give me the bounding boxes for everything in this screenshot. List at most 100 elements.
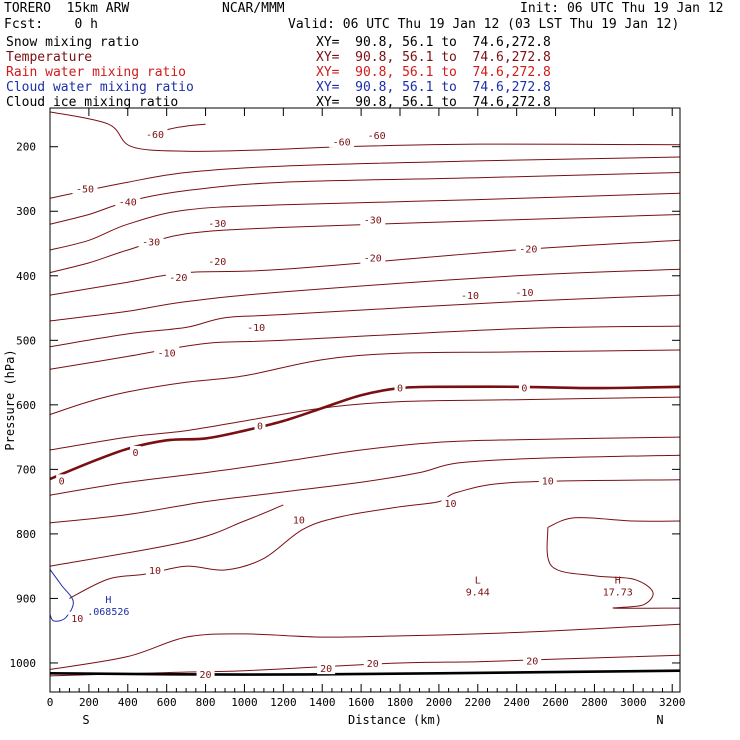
contour-label-5: -30	[208, 219, 226, 230]
contour-label-bg-24	[146, 564, 164, 577]
x-tick-label-1: 200	[79, 696, 99, 709]
contour-label-11: -20	[169, 273, 187, 284]
contour-label-bg-25	[68, 611, 87, 624]
contour-label-17: 0	[521, 383, 527, 394]
contour-label-7: -30	[142, 238, 160, 249]
x-tick-label-6: 1200	[270, 696, 297, 709]
legend-xy-rain: XY= 90.8, 56.1 to 74.6,272.8	[316, 65, 551, 80]
contour-label-bg-9	[360, 251, 386, 264]
y-tick-label-5: 700	[16, 463, 36, 476]
extremum-value-2: .068526	[87, 607, 129, 618]
contour-label-6: -30	[364, 216, 382, 227]
legend-xy-temperature: XY= 90.8, 56.1 to 74.6,272.8	[316, 50, 551, 65]
contour-label-16: 0	[397, 383, 403, 394]
contour-label-14: -10	[247, 323, 265, 334]
extremum-type-2: H	[105, 595, 111, 606]
temperature-contour-5	[49, 192, 681, 251]
forecast-hour: Fcst: 0 h	[4, 17, 98, 32]
contour-label-bg-8	[204, 254, 230, 267]
temperature-contour-20	[547, 517, 681, 528]
y-tick-label-2: 400	[16, 270, 36, 283]
contour-label-bg-29	[523, 654, 542, 667]
init-time: Init: 06 UTC Thu 19 Jan 12	[520, 1, 724, 16]
model-title: TORERO 15km ARW	[4, 1, 130, 16]
contour-label-bg-12	[457, 289, 483, 302]
temperature-contour-21	[546, 527, 681, 609]
contour-label-bg-1	[329, 135, 355, 148]
contour-label-bg-16	[394, 381, 406, 394]
temperature-contour-6	[49, 214, 681, 274]
x-tick-label-5: 1000	[231, 696, 258, 709]
contour-label-28: 20	[367, 659, 379, 670]
valid-time: Valid: 06 UTC Thu 19 Jan 12 (03 LST Thu …	[288, 17, 680, 32]
x-tick-label-0: 0	[47, 696, 54, 709]
contour-label-bg-4	[115, 195, 141, 208]
x-end-label-left: S	[82, 713, 89, 727]
legend-xy-cloud-ice: XY= 90.8, 56.1 to 74.6,272.8	[316, 95, 551, 110]
y-axis-title: Pressure (hPa)	[3, 349, 17, 450]
legend-name-cloud-water: Cloud water mixing ratio	[6, 80, 194, 95]
contour-label-20: 0	[59, 476, 65, 487]
contour-label-0: -60	[146, 130, 164, 141]
temperature-contour-17	[49, 623, 681, 670]
x-end-label-right: N	[656, 713, 663, 727]
contour-label-23: 10	[293, 516, 305, 527]
x-tick-label-3: 600	[157, 696, 177, 709]
contour-label-10: -20	[519, 245, 537, 256]
y-tick-label-6: 800	[16, 528, 36, 541]
temperature-contour-4	[49, 172, 681, 225]
extremum-value-0: 17.73	[603, 588, 633, 599]
temperature-contour-1	[49, 111, 681, 152]
contour-label-bg-22	[441, 496, 460, 509]
contour-label-24: 10	[149, 566, 161, 577]
contour-label-27: 20	[320, 664, 332, 675]
contour-label-bg-7	[138, 235, 164, 248]
contour-label-bg-11	[165, 271, 191, 284]
contour-label-19: 0	[133, 448, 139, 459]
contour-label-4: -40	[119, 198, 137, 209]
x-tick-label-2: 400	[118, 696, 138, 709]
y-tick-label-0: 200	[16, 141, 36, 154]
cloud-water-contour	[49, 569, 74, 622]
legend-name-rain: Rain water mixing ratio	[6, 65, 187, 80]
temperature-contour-9	[49, 294, 681, 348]
temperature-contour-0	[49, 385, 681, 481]
contour-label-bg-18	[254, 419, 266, 432]
y-tick-label-7: 900	[16, 592, 36, 605]
x-tick-label-11: 2200	[465, 696, 492, 709]
contour-label-bg-5	[204, 216, 230, 229]
contour-label-2: -60	[368, 131, 386, 142]
contour-label-21: 10	[542, 476, 554, 487]
x-axis-title: Distance (km)	[348, 713, 442, 727]
contour-label-25: 10	[71, 614, 83, 625]
x-tick-label-7: 1400	[309, 696, 336, 709]
contour-label-3: -50	[76, 185, 94, 196]
center-title: NCAR/MMM	[222, 1, 285, 16]
x-tick-label-15: 3000	[620, 696, 647, 709]
contour-label-1: -60	[333, 138, 351, 149]
x-tick-label-16: 3200	[659, 696, 686, 709]
contour-label-15: -10	[158, 349, 176, 360]
temperature-contour-19	[49, 669, 681, 676]
temperature-contour-7	[49, 239, 681, 296]
extremum-value-1: 9.44	[466, 588, 490, 599]
y-tick-label-1: 300	[16, 205, 36, 218]
contour-label-bg-3	[72, 182, 98, 195]
contour-label-bg-2	[364, 129, 390, 142]
contour-label-bg-23	[289, 513, 308, 526]
temperature-contour-12	[49, 396, 681, 451]
legend-xy-snow: XY= 90.8, 56.1 to 74.6,272.8	[316, 35, 551, 50]
temperature-contour-11	[49, 349, 681, 415]
extremum-type-1: L	[475, 576, 481, 587]
legend-name-temperature: Temperature	[6, 50, 93, 65]
contour-label-bg-13	[511, 285, 537, 298]
y-tick-label-8: 1000	[10, 657, 37, 670]
temperature-contour-15	[69, 479, 681, 599]
temperature-contour-14	[49, 454, 681, 524]
contour-label-22: 10	[445, 499, 457, 510]
y-tick-label-4: 600	[16, 399, 36, 412]
contour-label-bg-10	[515, 242, 541, 255]
temperature-contour-8	[49, 268, 681, 322]
contour-label-bg-19	[130, 445, 142, 458]
contour-label-26: 20	[200, 670, 212, 681]
